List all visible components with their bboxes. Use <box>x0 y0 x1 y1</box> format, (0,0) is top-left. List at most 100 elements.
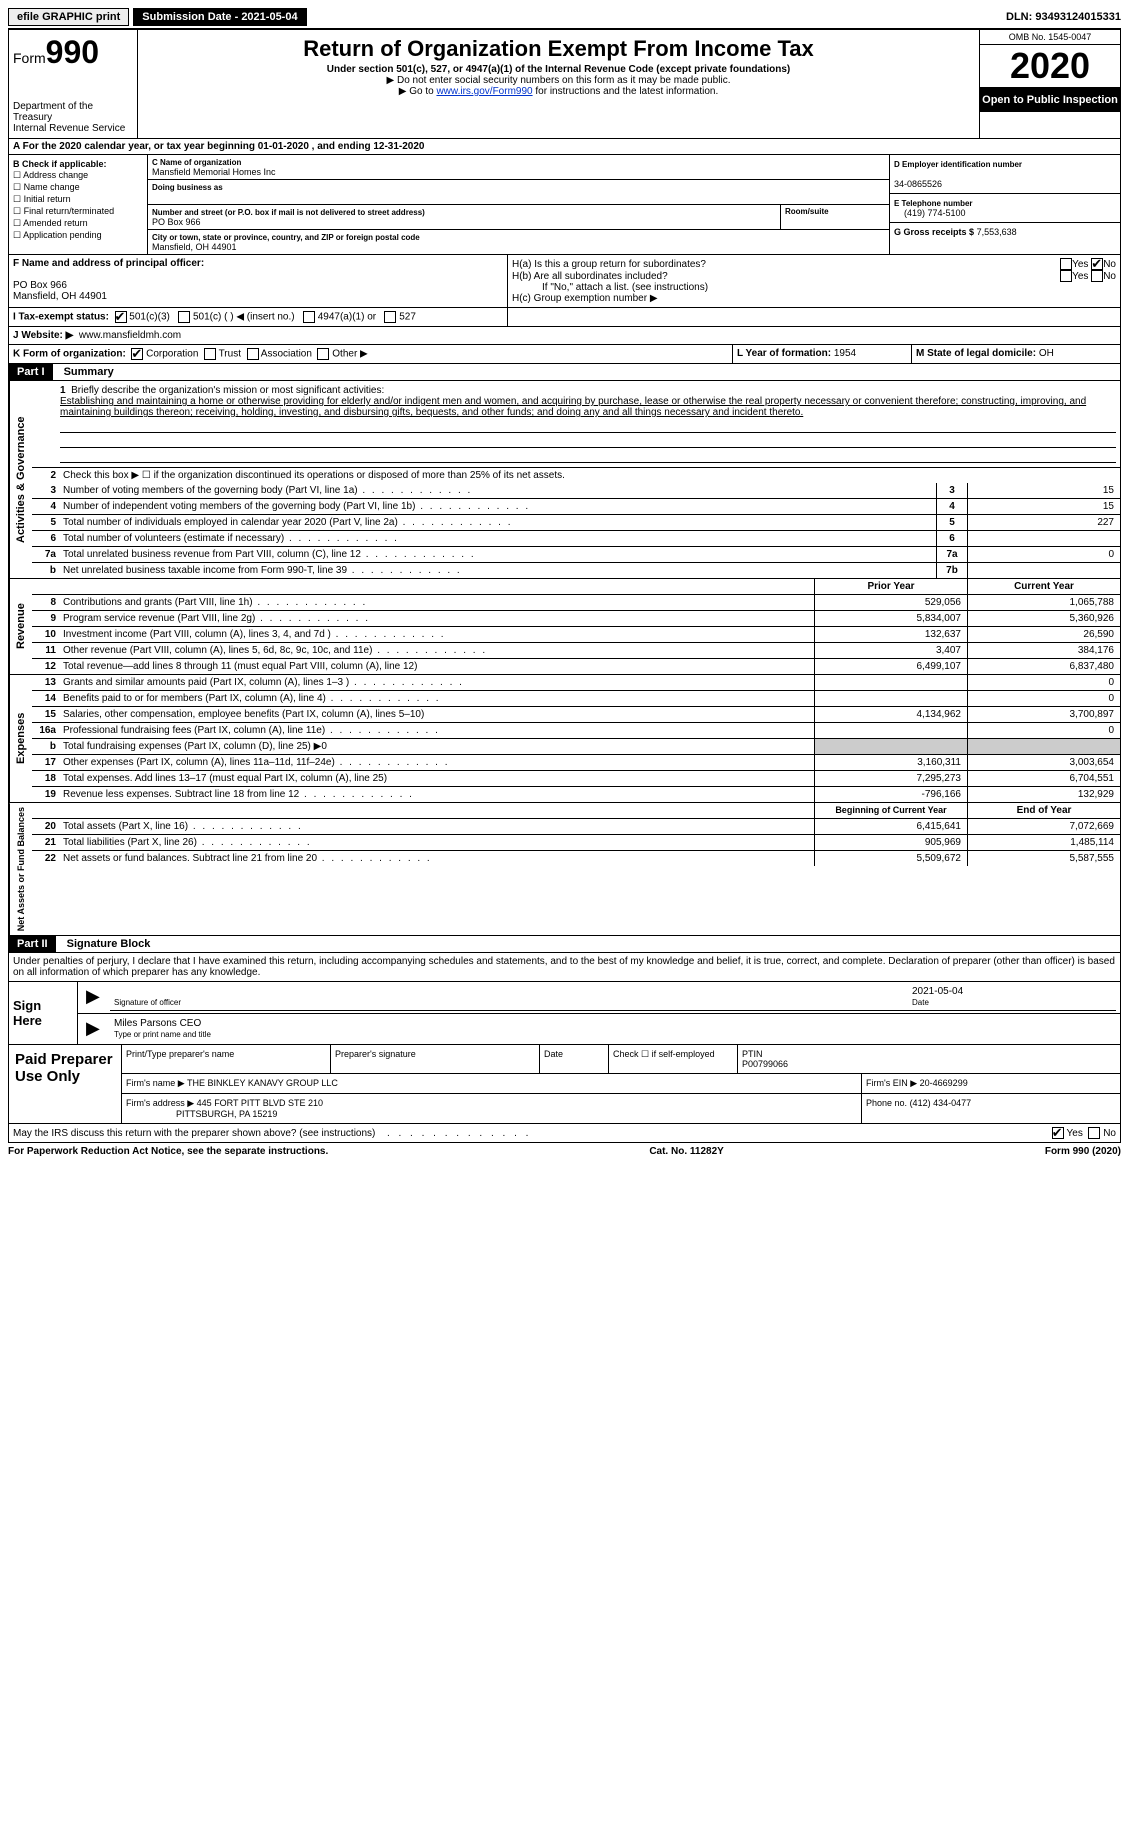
c8: 1,065,788 <box>967 595 1120 610</box>
i-501c3[interactable] <box>115 311 127 323</box>
firm-ein-label: Firm's EIN ▶ <box>866 1078 917 1088</box>
side-net-assets: Net Assets or Fund Balances <box>9 803 32 935</box>
firm-phone: (412) 434-0477 <box>910 1098 972 1108</box>
hb-no[interactable] <box>1091 270 1103 282</box>
date-label: Date <box>912 998 929 1007</box>
hdr-prior: Prior Year <box>814 579 967 594</box>
k-label: K Form of organization: <box>13 349 126 360</box>
mission-text: Establishing and maintaining a home or o… <box>60 396 1086 418</box>
c19: 132,929 <box>967 787 1120 802</box>
p22: 5,509,672 <box>814 851 967 866</box>
c16a: 0 <box>967 723 1120 738</box>
l15: Salaries, other compensation, employee b… <box>59 707 814 722</box>
c10: 26,590 <box>967 627 1120 642</box>
prep-sig-hdr: Preparer's signature <box>331 1045 540 1073</box>
c-name-label: C Name of organization <box>152 158 241 167</box>
c16b <box>967 739 1120 754</box>
hb-label: H(b) Are all subordinates included? <box>512 271 1060 282</box>
part1-title: Summary <box>56 364 122 380</box>
firm-ein: 20-4669299 <box>920 1078 968 1088</box>
part2-title: Signature Block <box>59 936 159 952</box>
part1-badge: Part I <box>9 364 53 380</box>
officer-name: Miles Parsons CEO <box>114 1018 201 1029</box>
instructions-link[interactable]: www.irs.gov/Form990 <box>436 86 532 97</box>
l12: Total revenue—add lines 8 through 11 (mu… <box>59 659 814 674</box>
ein-label: D Employer identification number <box>894 160 1022 169</box>
i-527[interactable] <box>384 311 396 323</box>
line-a-pre: A For the 2020 calendar year, or tax yea… <box>13 141 258 152</box>
i-4947[interactable] <box>303 311 315 323</box>
hb-yes[interactable] <box>1060 270 1072 282</box>
l21: Total liabilities (Part X, line 26) <box>59 835 814 850</box>
p15: 4,134,962 <box>814 707 967 722</box>
org-name: Mansfield Memorial Homes Inc <box>152 167 276 177</box>
chk-name-change[interactable]: ☐ Name change <box>13 182 143 193</box>
subtitle-2: ▶ Do not enter social security numbers o… <box>142 75 975 86</box>
line-a-mid: , and ending <box>312 141 374 152</box>
discuss-no[interactable] <box>1088 1127 1100 1139</box>
c11: 384,176 <box>967 643 1120 658</box>
net-assets-section: Net Assets or Fund Balances Beginning of… <box>8 803 1121 936</box>
declaration: Under penalties of perjury, I declare th… <box>9 953 1120 982</box>
l8: Contributions and grants (Part VIII, lin… <box>59 595 814 610</box>
revenue-section: Revenue Prior YearCurrent Year 8Contribu… <box>8 579 1121 675</box>
submission-date: Submission Date - 2021-05-04 <box>133 8 306 26</box>
c21: 1,485,114 <box>967 835 1120 850</box>
side-revenue: Revenue <box>9 579 32 674</box>
officer-block: F Name and address of principal officer:… <box>8 255 1121 308</box>
c12: 6,837,480 <box>967 659 1120 674</box>
cat-no: Cat. No. 11282Y <box>649 1146 723 1157</box>
ha-no[interactable] <box>1091 258 1103 270</box>
firm-name: THE BINKLEY KANAVY GROUP LLC <box>187 1078 338 1088</box>
self-emp-hdr: Check ☐ if self-employed <box>609 1045 738 1073</box>
discuss-row: May the IRS discuss this return with the… <box>8 1124 1121 1143</box>
pra-notice: For Paperwork Reduction Act Notice, see … <box>8 1146 328 1157</box>
k-assoc[interactable] <box>247 348 259 360</box>
city-state-zip: Mansfield, OH 44901 <box>152 242 237 252</box>
l13: Grants and similar amounts paid (Part IX… <box>59 675 814 690</box>
side-expenses: Expenses <box>9 675 32 802</box>
city-label: City or town, state or province, country… <box>152 233 420 242</box>
i-501c[interactable] <box>178 311 190 323</box>
year-formation: 1954 <box>834 348 856 359</box>
sub3-pre: ▶ Go to <box>399 86 437 97</box>
form-title: Return of Organization Exempt From Incom… <box>142 36 975 62</box>
sub3-post: for instructions and the latest informat… <box>535 86 718 97</box>
k-trust[interactable] <box>204 348 216 360</box>
ha-yes[interactable] <box>1060 258 1072 270</box>
chk-app-pending[interactable]: ☐ Application pending <box>13 230 143 241</box>
v4: 15 <box>967 499 1120 514</box>
k-corp[interactable] <box>131 348 143 360</box>
top-bar: efile GRAPHIC print Submission Date - 20… <box>8 8 1121 30</box>
discuss-yes[interactable] <box>1052 1127 1064 1139</box>
bottom-footer: For Paperwork Reduction Act Notice, see … <box>8 1143 1121 1160</box>
dept-label: Department of the Treasury Internal Reve… <box>13 101 133 134</box>
k-other[interactable] <box>317 348 329 360</box>
l16b: Total fundraising expenses (Part IX, col… <box>59 739 814 754</box>
chk-final-return[interactable]: ☐ Final return/terminated <box>13 206 143 217</box>
dln: DLN: 93493124015331 <box>1006 11 1121 23</box>
name-label: Type or print name and title <box>114 1030 211 1039</box>
c17: 3,003,654 <box>967 755 1120 770</box>
subtitle-1: Under section 501(c), 527, or 4947(a)(1)… <box>142 64 975 75</box>
chk-amended[interactable]: ☐ Amended return <box>13 218 143 229</box>
chk-address-change[interactable]: ☐ Address change <box>13 170 143 181</box>
line-a-date2: 12-31-2020 <box>373 141 424 152</box>
officer-addr1: PO Box 966 <box>13 280 67 291</box>
m-label: M State of legal domicile: <box>916 348 1036 359</box>
state-domicile: OH <box>1039 348 1054 359</box>
omb-number: OMB No. 1545-0047 <box>980 30 1120 45</box>
c14: 0 <box>967 691 1120 706</box>
l14: Benefits paid to or for members (Part IX… <box>59 691 814 706</box>
hc-label: H(c) Group exemption number ▶ <box>512 293 1116 304</box>
chk-initial-return[interactable]: ☐ Initial return <box>13 194 143 205</box>
v7a: 0 <box>967 547 1120 562</box>
discuss-question: May the IRS discuss this return with the… <box>13 1128 375 1139</box>
l16a: Professional fundraising fees (Part IX, … <box>59 723 814 738</box>
form-footer: Form 990 (2020) <box>1045 1146 1121 1157</box>
l20: Total assets (Part X, line 16) <box>59 819 814 834</box>
tel-label: E Telephone number <box>894 199 973 208</box>
p16b <box>814 739 967 754</box>
hdr-current: Current Year <box>967 579 1120 594</box>
ptin-value: P00799066 <box>742 1059 788 1069</box>
